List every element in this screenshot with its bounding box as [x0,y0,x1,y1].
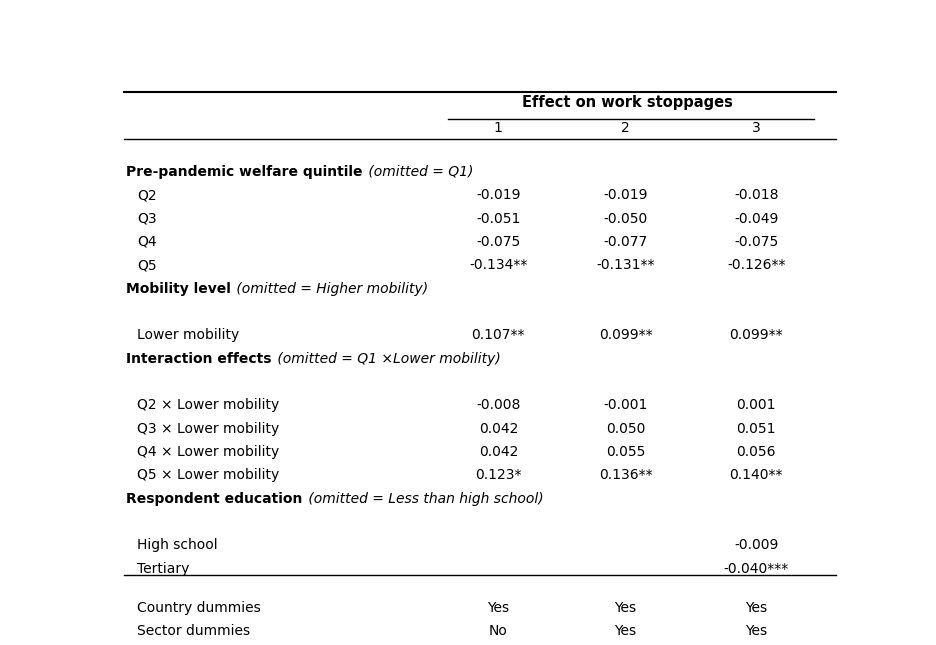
Text: Yes: Yes [487,601,509,615]
Text: Q2 × Lower mobility: Q2 × Lower mobility [138,399,280,412]
Text: -0.051: -0.051 [475,212,520,226]
Text: Yes: Yes [614,601,636,615]
Text: Yes: Yes [744,624,767,639]
Text: -0.075: -0.075 [733,235,778,249]
Text: 3: 3 [751,121,760,135]
Text: Interaction effects: Interaction effects [125,352,271,366]
Text: 0.099**: 0.099** [728,328,782,342]
Text: 0.123*: 0.123* [475,468,521,482]
Text: -0.131**: -0.131** [595,258,654,272]
Text: (omitted = Higher mobility): (omitted = Higher mobility) [232,282,428,295]
Text: 0.050: 0.050 [605,422,645,436]
Text: 0.001: 0.001 [736,399,775,412]
Text: Sector dummies: Sector dummies [138,624,250,639]
Text: Yes: Yes [744,601,767,615]
Text: -0.077: -0.077 [603,235,647,249]
Text: High school: High school [138,539,218,552]
Text: 0.042: 0.042 [478,445,518,459]
Text: No: No [489,624,507,639]
Text: -0.126**: -0.126** [726,258,784,272]
Text: -0.008: -0.008 [475,399,520,412]
Text: 0.140**: 0.140** [728,468,782,482]
Text: 0.136**: 0.136** [598,468,651,482]
Text: Country dummies: Country dummies [138,601,261,615]
Text: -0.009: -0.009 [733,539,778,552]
Text: 0.042: 0.042 [478,422,518,436]
Text: Q5 × Lower mobility: Q5 × Lower mobility [138,468,280,482]
Text: 1: 1 [493,121,503,135]
Text: Mobility level: Mobility level [125,282,230,295]
Text: -0.134**: -0.134** [469,258,527,272]
Text: Q5: Q5 [138,258,157,272]
Text: Q3 × Lower mobility: Q3 × Lower mobility [138,422,280,436]
Text: (omitted = Q1 ×Lower mobility): (omitted = Q1 ×Lower mobility) [272,352,500,366]
Text: Q2: Q2 [138,188,157,203]
Text: (omitted = Q1): (omitted = Q1) [363,165,473,179]
Text: 0.055: 0.055 [605,445,645,459]
Text: Q3: Q3 [138,212,157,226]
Text: Effect on work stoppages: Effect on work stoppages [521,95,732,110]
Text: -0.049: -0.049 [733,212,778,226]
Text: Lower mobility: Lower mobility [138,328,240,342]
Text: 0.051: 0.051 [736,422,775,436]
Text: -0.001: -0.001 [603,399,647,412]
Text: -0.018: -0.018 [733,188,778,203]
Text: Q4 × Lower mobility: Q4 × Lower mobility [138,445,280,459]
Text: -0.040***: -0.040*** [723,562,788,576]
Text: 0.099**: 0.099** [598,328,651,342]
Text: Respondent education: Respondent education [125,491,302,506]
Text: -0.019: -0.019 [603,188,647,203]
Text: 0.056: 0.056 [736,445,775,459]
Text: Pre-pandemic welfare quintile: Pre-pandemic welfare quintile [125,165,362,179]
Text: 0.107**: 0.107** [471,328,524,342]
Text: Q4: Q4 [138,235,157,249]
Text: -0.075: -0.075 [475,235,519,249]
Text: 2: 2 [621,121,629,135]
Text: Yes: Yes [614,624,636,639]
Text: Tertiary: Tertiary [138,562,190,576]
Text: -0.050: -0.050 [603,212,647,226]
Text: -0.019: -0.019 [475,188,520,203]
Text: (omitted = Less than high school): (omitted = Less than high school) [303,491,543,506]
